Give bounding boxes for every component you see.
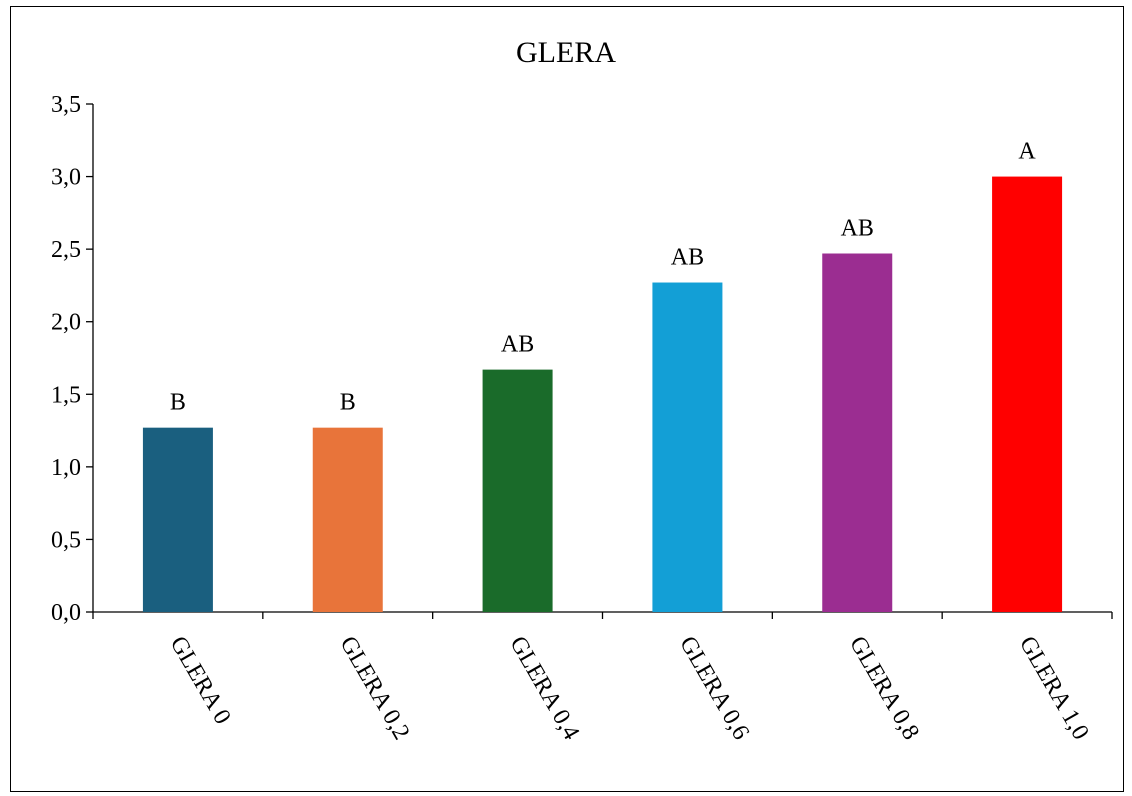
y-tick-label: 0,0 — [51, 600, 81, 626]
bar — [652, 282, 723, 612]
bar-data-label: AB — [501, 332, 534, 358]
y-tick-label: 1,0 — [51, 455, 81, 481]
x-category-label: GLERA 0 — [165, 632, 236, 729]
y-tick-label: 3,0 — [51, 165, 81, 191]
bar-data-label: AB — [841, 215, 874, 241]
x-category-label: GLERA 0,2 — [335, 632, 415, 744]
y-tick-label: 0,5 — [51, 527, 81, 553]
y-tick-label: 2,0 — [51, 310, 81, 336]
chart-title: GLERA — [516, 36, 616, 69]
x-category-label: GLERA 1,0 — [1014, 632, 1094, 744]
y-tick-label: 3,5 — [51, 92, 81, 118]
bars — [142, 176, 1063, 613]
axes: 0,0 0,5 1,0 1,5 2,0 2,5 3,0 3,5 — [51, 92, 1113, 626]
bar — [482, 369, 553, 612]
x-category-label: GLERA 0,4 — [504, 632, 584, 744]
bar — [312, 427, 383, 612]
bar-data-label: B — [170, 390, 186, 416]
bar — [142, 427, 213, 612]
bar-data-label: AB — [671, 245, 704, 271]
bar — [822, 253, 893, 613]
x-category-label: GLERA 0,8 — [844, 632, 924, 744]
bar-data-label: A — [1018, 139, 1036, 165]
y-tick-label: 2,5 — [51, 237, 81, 263]
bar — [992, 176, 1063, 613]
x-category-label: GLERA 0,6 — [674, 632, 754, 744]
labels: B GLERA 0 B GLERA 0,2 AB GLERA 0,4 AB GLERA 0,6… — [165, 139, 1094, 745]
bar-data-label: B — [340, 390, 356, 416]
y-tick-label: 1,5 — [51, 382, 81, 408]
chart-frame — [10, 6, 1124, 792]
